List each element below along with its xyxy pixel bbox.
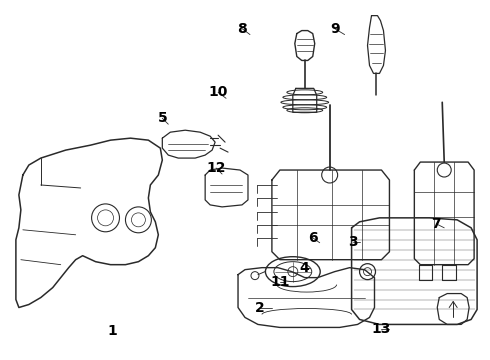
Text: 1: 1 (108, 324, 118, 338)
Text: 8: 8 (237, 22, 247, 36)
Text: 10: 10 (208, 85, 228, 99)
Text: 13: 13 (372, 323, 391, 337)
Text: 6: 6 (308, 231, 318, 245)
Text: 2: 2 (255, 301, 265, 315)
Text: 5: 5 (157, 111, 167, 125)
Text: 11: 11 (270, 275, 290, 289)
Text: 4: 4 (299, 261, 309, 275)
Text: 9: 9 (330, 22, 340, 36)
Text: 3: 3 (348, 235, 357, 249)
Text: 12: 12 (206, 161, 226, 175)
Text: 7: 7 (432, 217, 441, 231)
